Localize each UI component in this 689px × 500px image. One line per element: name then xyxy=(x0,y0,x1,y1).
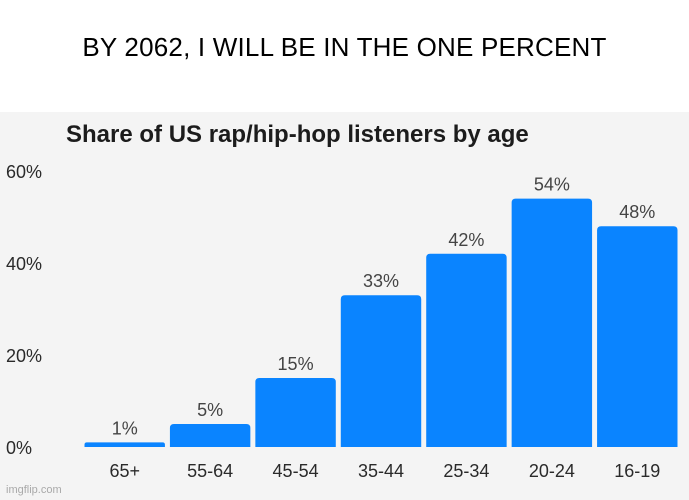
data-label: 33% xyxy=(363,271,399,291)
y-tick-label: 20% xyxy=(6,346,42,366)
data-label: 42% xyxy=(448,230,484,250)
y-tick-label: 0% xyxy=(6,438,32,458)
imgflip-watermark: imgflip.com xyxy=(6,484,62,496)
bar-55-64 xyxy=(169,424,251,447)
x-tick-label: 35-44 xyxy=(358,461,404,481)
x-tick-label: 55-64 xyxy=(187,461,233,481)
y-tick-label: 60% xyxy=(6,162,42,182)
bar-16-19 xyxy=(597,226,678,447)
bar-20-24 xyxy=(511,198,593,447)
chart-title: Share of US rap/hip-hop listeners by age xyxy=(66,121,529,148)
y-tick-label: 40% xyxy=(6,254,42,274)
data-label: 1% xyxy=(112,418,138,438)
data-label: 15% xyxy=(278,354,314,374)
bar-45-54 xyxy=(255,378,336,447)
x-tick-label: 25-34 xyxy=(443,461,489,481)
data-label: 54% xyxy=(534,175,570,195)
x-tick-label: 45-54 xyxy=(273,461,319,481)
meme-caption: BY 2062, I WILL BE IN THE ONE PERCENT xyxy=(82,32,607,62)
data-label: 48% xyxy=(619,202,655,222)
x-tick-label: 16-19 xyxy=(614,461,660,481)
bar-25-34 xyxy=(426,253,507,447)
x-tick-label: 20-24 xyxy=(529,461,575,481)
x-tick-label: 65+ xyxy=(109,461,140,481)
bar-35-44 xyxy=(340,295,422,447)
data-label: 5% xyxy=(197,400,223,420)
bar-65+ xyxy=(84,442,165,447)
